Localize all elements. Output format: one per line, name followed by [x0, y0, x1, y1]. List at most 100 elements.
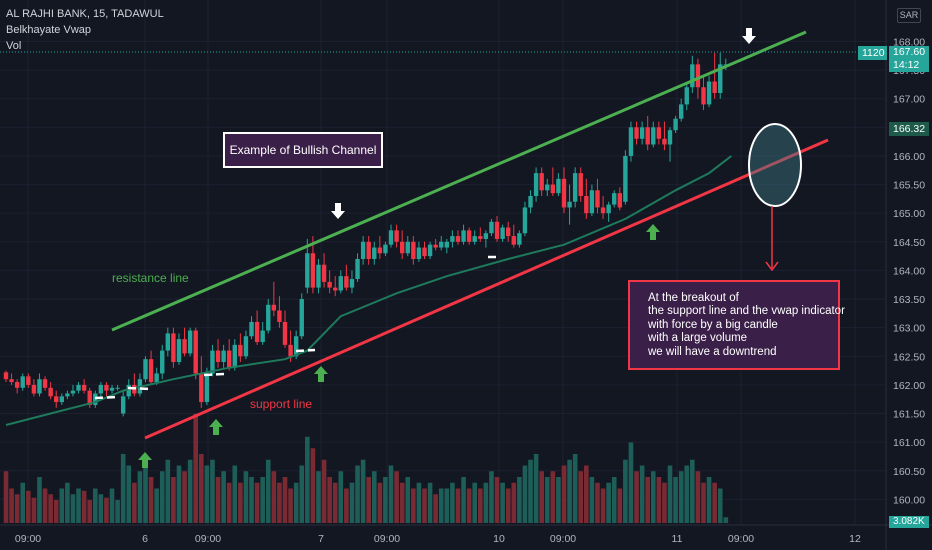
volume-bar: [76, 488, 81, 523]
candle-body: [489, 221, 494, 234]
candle-body: [59, 396, 64, 403]
volume-bar: [143, 459, 148, 523]
candle-body: [366, 241, 371, 259]
indicator-label[interactable]: Belkhayate Vwap: [6, 24, 91, 36]
volume-bar: [92, 488, 98, 523]
volume-bar: [483, 482, 489, 523]
candle-body: [422, 247, 427, 257]
x-tick-label: 09:00: [15, 533, 41, 545]
volume-bar: [405, 477, 411, 523]
channel-lines: [111, 30, 829, 440]
volume-bar: [104, 497, 109, 523]
candle-body: [494, 221, 500, 239]
volume-bar: [500, 482, 505, 523]
candle-body: [639, 127, 645, 139]
breakout-circle: [748, 123, 802, 207]
volume-bar: [232, 465, 238, 523]
candle-body: [394, 230, 399, 242]
breakout-arrow-head: [765, 261, 779, 272]
candle-body: [634, 127, 639, 139]
volume-bar: [645, 477, 650, 523]
volume-bar: [238, 482, 243, 523]
volume-bar: [416, 482, 422, 523]
candle-body: [472, 236, 477, 242]
breakout-note: At the breakout of the support line and …: [628, 280, 845, 370]
volume-bar: [360, 459, 366, 523]
volume-bar: [226, 482, 232, 523]
candle-body: [483, 233, 489, 239]
volume-bar: [3, 471, 9, 523]
breakout-line: the support line and the vwap indicator: [648, 305, 845, 318]
volume-bar: [282, 477, 288, 523]
candle-body: [238, 344, 243, 357]
candle-body: [572, 173, 578, 202]
up-arrow-icon: [209, 419, 223, 435]
candle-body: [65, 393, 70, 397]
volume-bar: [81, 490, 87, 523]
volume-bar: [427, 482, 433, 523]
candle-body: [165, 333, 171, 351]
volume-bar: [260, 477, 265, 523]
candle-body: [70, 390, 76, 394]
y-tick-label: 166.00: [893, 151, 925, 163]
candle-body: [550, 184, 556, 194]
volume-bar: [533, 454, 539, 523]
candle-body: [511, 236, 516, 245]
candle-body: [673, 118, 678, 131]
volume-bar: [472, 482, 478, 523]
volume-bar: [210, 459, 215, 523]
candle-body: [466, 230, 472, 242]
volume-bar: [193, 413, 199, 523]
volume-bar: [204, 465, 210, 523]
candle-body: [143, 359, 148, 380]
candle-body: [109, 387, 115, 391]
y-tick-label: 163.50: [893, 294, 925, 306]
volume-bar: [59, 488, 65, 523]
y-tick-label: 160.00: [893, 494, 925, 506]
candle-body: [645, 127, 650, 145]
volume-bar: [611, 477, 617, 523]
candle-body: [450, 236, 455, 242]
symbol-title[interactable]: AL RAJHI BANK, 15, TADAWUL: [6, 8, 164, 20]
volume-bar: [662, 482, 667, 523]
support-label: support line: [250, 397, 313, 411]
candle-body: [355, 258, 360, 280]
volume-bar: [265, 459, 271, 523]
x-tick-label: 09:00: [195, 533, 221, 545]
volume-bar: [394, 471, 399, 523]
volume-bar: [639, 465, 645, 523]
volume-value-badge: 3.082K: [889, 516, 929, 528]
currency-badge: SAR: [897, 8, 921, 23]
candle-body: [651, 127, 656, 145]
volume-bar: [254, 482, 260, 523]
y-tick-label: 164.00: [893, 265, 925, 277]
volume-bar: [182, 471, 187, 523]
volume-bar: [137, 471, 143, 523]
y-tick-label: 161.50: [893, 409, 925, 421]
support-line: [144, 138, 829, 440]
candle-body: [344, 276, 349, 288]
up-arrow-icon: [138, 452, 152, 468]
candle-body: [227, 350, 232, 368]
volume-bar: [595, 482, 600, 523]
candle-body: [148, 359, 154, 383]
volume-bar: [678, 471, 684, 523]
volume-bar: [115, 500, 120, 523]
candlesticks: [3, 52, 729, 417]
volume-label[interactable]: Vol: [6, 40, 22, 52]
candle-body: [506, 227, 511, 237]
breakout-line: we will have a downtrend: [648, 345, 777, 358]
volume-bar: [600, 488, 606, 523]
candle-body: [383, 244, 388, 254]
volume-bar: [199, 454, 204, 523]
candle-body: [310, 253, 316, 288]
candle-body: [305, 253, 310, 288]
volume-bar: [120, 454, 126, 523]
resistance-label: resistance line: [112, 271, 189, 285]
volume-bar: [377, 482, 383, 523]
volume-bar: [712, 482, 717, 523]
volume-bar: [310, 448, 316, 523]
volume-bar: [132, 482, 137, 523]
volume-bar: [517, 477, 522, 523]
